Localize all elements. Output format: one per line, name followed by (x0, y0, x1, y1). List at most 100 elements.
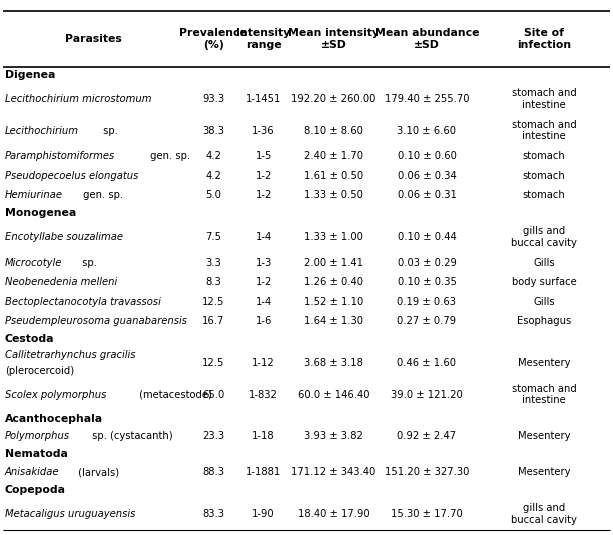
Text: 0.19 ± 0.63: 0.19 ± 0.63 (397, 297, 457, 307)
Text: 1-1451: 1-1451 (246, 94, 281, 104)
Text: Encotyllabe souzalimae: Encotyllabe souzalimae (5, 232, 123, 242)
Text: Lecithochirium: Lecithochirium (5, 126, 79, 135)
Text: Acanthocephala: Acanthocephala (5, 414, 103, 424)
Text: body surface: body surface (512, 277, 576, 287)
Text: stomach and
intestine: stomach and intestine (512, 88, 576, 110)
Text: 1.33 ± 0.50: 1.33 ± 0.50 (304, 190, 363, 200)
Text: 179.40 ± 255.70: 179.40 ± 255.70 (385, 94, 469, 104)
Text: 15.30 ± 17.70: 15.30 ± 17.70 (391, 509, 463, 519)
Text: 3.68 ± 3.18: 3.68 ± 3.18 (304, 358, 363, 368)
Text: gen. sp.: gen. sp. (147, 151, 190, 161)
Text: 88.3: 88.3 (202, 467, 224, 477)
Text: 12.5: 12.5 (202, 358, 224, 368)
Text: Monogenea: Monogenea (5, 208, 76, 218)
Text: 83.3: 83.3 (202, 509, 224, 519)
Text: 0.10 ± 0.60: 0.10 ± 0.60 (397, 151, 457, 161)
Text: Hemiurinae: Hemiurinae (5, 190, 63, 200)
Text: 18.40 ± 17.90: 18.40 ± 17.90 (298, 509, 369, 519)
Text: 1-18: 1-18 (253, 431, 275, 441)
Text: 60.0 ± 146.40: 60.0 ± 146.40 (298, 389, 369, 400)
Text: Cestoda: Cestoda (5, 334, 55, 344)
Text: Metacaligus uruguayensis: Metacaligus uruguayensis (5, 509, 135, 519)
Text: 5.0: 5.0 (205, 190, 221, 200)
Text: 1.61 ± 0.50: 1.61 ± 0.50 (304, 171, 363, 181)
Text: 0.06 ± 0.34: 0.06 ± 0.34 (398, 171, 456, 181)
Text: Mean abundance
±SD: Mean abundance ±SD (375, 28, 479, 50)
Text: 7.5: 7.5 (205, 232, 221, 242)
Text: 2.00 ± 1.41: 2.00 ± 1.41 (304, 258, 363, 268)
Text: Paramphistomiformes: Paramphistomiformes (5, 151, 115, 161)
Text: 151.20 ± 327.30: 151.20 ± 327.30 (385, 467, 469, 477)
Text: (larvals): (larvals) (75, 467, 120, 477)
Text: Microcotyle: Microcotyle (5, 258, 63, 268)
Text: 65.0: 65.0 (202, 389, 224, 400)
Text: 1.64 ± 1.30: 1.64 ± 1.30 (304, 316, 363, 326)
Text: Digenea: Digenea (5, 70, 55, 80)
Text: 0.46 ± 1.60: 0.46 ± 1.60 (397, 358, 457, 368)
Text: Mesentery: Mesentery (518, 431, 570, 441)
Text: 171.12 ± 343.40: 171.12 ± 343.40 (291, 467, 376, 477)
Text: 39.0 ± 121.20: 39.0 ± 121.20 (391, 389, 463, 400)
Text: Polymorphus: Polymorphus (5, 431, 70, 441)
Text: 3.93 ± 3.82: 3.93 ± 3.82 (304, 431, 363, 441)
Text: Nematoda: Nematoda (5, 449, 68, 459)
Text: Mean intensity
±SD: Mean intensity ±SD (288, 28, 379, 50)
Text: 192.20 ± 260.00: 192.20 ± 260.00 (291, 94, 376, 104)
Text: 1-4: 1-4 (256, 297, 272, 307)
Text: 1-36: 1-36 (253, 126, 275, 135)
Text: stomach and
intestine: stomach and intestine (512, 120, 576, 141)
Text: 1-2: 1-2 (256, 171, 272, 181)
Text: Bectoplectanocotyla travassosi: Bectoplectanocotyla travassosi (5, 297, 161, 307)
Text: 93.3: 93.3 (202, 94, 224, 104)
Text: 1-2: 1-2 (256, 277, 272, 287)
Text: Neobenedenia melleni: Neobenedenia melleni (5, 277, 117, 287)
Text: Anisakidae: Anisakidae (5, 467, 59, 477)
Text: 1-90: 1-90 (253, 509, 275, 519)
Text: sp. (cystacanth): sp. (cystacanth) (89, 431, 173, 441)
Text: Gills: Gills (533, 258, 555, 268)
Text: 38.3: 38.3 (202, 126, 224, 135)
Text: Esophagus: Esophagus (517, 316, 571, 326)
Text: 8.3: 8.3 (205, 277, 221, 287)
Text: 4.2: 4.2 (205, 151, 221, 161)
Text: 3.3: 3.3 (205, 258, 221, 268)
Text: 3.10 ± 6.60: 3.10 ± 6.60 (397, 126, 457, 135)
Text: 1-6: 1-6 (256, 316, 272, 326)
Text: 1-1881: 1-1881 (246, 467, 281, 477)
Text: Scolex polymorphus: Scolex polymorphus (5, 389, 106, 400)
Text: Intensity
range: Intensity range (237, 28, 291, 50)
Text: 1.26 ± 0.40: 1.26 ± 0.40 (304, 277, 363, 287)
Text: 0.27 ± 0.79: 0.27 ± 0.79 (397, 316, 457, 326)
Text: 1-832: 1-832 (249, 389, 278, 400)
Text: 1-2: 1-2 (256, 190, 272, 200)
Text: Pseudopecoelus elongatus: Pseudopecoelus elongatus (5, 171, 139, 181)
Text: 0.06 ± 0.31: 0.06 ± 0.31 (397, 190, 457, 200)
Text: Parasites: Parasites (65, 34, 122, 44)
Text: Lecithochirium microstomum: Lecithochirium microstomum (5, 94, 151, 104)
Text: 0.92 ± 2.47: 0.92 ± 2.47 (397, 431, 457, 441)
Text: Mesentery: Mesentery (518, 358, 570, 368)
Text: 1-4: 1-4 (256, 232, 272, 242)
Text: Callitetrarhynchus gracilis: Callitetrarhynchus gracilis (5, 350, 135, 360)
Text: gills and
buccal cavity: gills and buccal cavity (511, 503, 577, 525)
Text: 0.10 ± 0.44: 0.10 ± 0.44 (398, 232, 456, 242)
Text: 1-12: 1-12 (252, 358, 275, 368)
Text: 0.10 ± 0.35: 0.10 ± 0.35 (397, 277, 457, 287)
Text: 1-5: 1-5 (256, 151, 272, 161)
Text: sp.: sp. (101, 126, 118, 135)
Text: 23.3: 23.3 (202, 431, 224, 441)
Text: Prevalence
(%): Prevalence (%) (179, 28, 247, 50)
Text: 2.40 ± 1.70: 2.40 ± 1.70 (304, 151, 363, 161)
Text: (plerocercoid): (plerocercoid) (5, 366, 74, 376)
Text: 16.7: 16.7 (202, 316, 224, 326)
Text: 1-3: 1-3 (256, 258, 272, 268)
Text: Gills: Gills (533, 297, 555, 307)
Text: 1.33 ± 1.00: 1.33 ± 1.00 (304, 232, 363, 242)
Text: 0.03 ± 0.29: 0.03 ± 0.29 (397, 258, 457, 268)
Text: (metacestode): (metacestode) (135, 389, 211, 400)
Text: gills and
buccal cavity: gills and buccal cavity (511, 226, 577, 248)
Text: 12.5: 12.5 (202, 297, 224, 307)
Text: Pseudempleurosoma guanabarensis: Pseudempleurosoma guanabarensis (5, 316, 187, 326)
Text: Site of
infection: Site of infection (517, 28, 571, 50)
Text: Mesentery: Mesentery (518, 467, 570, 477)
